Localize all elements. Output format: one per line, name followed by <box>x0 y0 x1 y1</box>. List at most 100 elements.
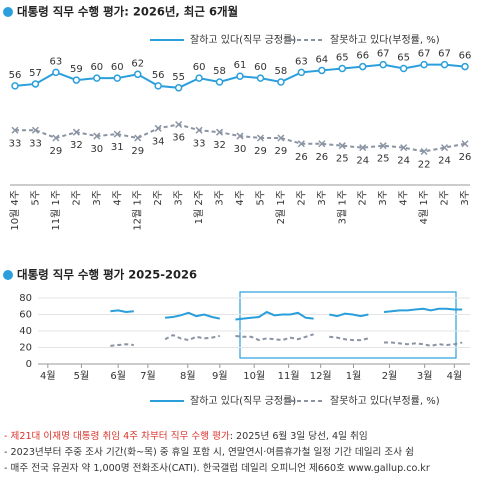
legend-label: 잘하고 있다(직무 긍정률) <box>190 33 296 46</box>
data-label: 62 <box>131 58 144 69</box>
x-tick-label: 1월 <box>346 370 362 382</box>
data-label: 24 <box>438 156 451 167</box>
data-label: 66 <box>356 51 369 62</box>
x-tick-label: 2주 <box>440 190 451 206</box>
point <box>215 78 224 86</box>
x-tick-label: 5주 <box>30 190 41 206</box>
point <box>461 140 469 148</box>
point <box>461 62 469 71</box>
data-label: 25 <box>377 154 390 165</box>
point <box>93 74 101 82</box>
point <box>318 140 326 148</box>
point <box>134 134 142 142</box>
legend-label: 잘못하고 있다(부정률, %) <box>330 394 440 407</box>
data-label: 32 <box>213 140 226 151</box>
note-red: - 제21대 이재명 대통령 취임 4주 차부터 직무 수행 평가 <box>4 430 230 442</box>
x-tick-label: 4월 1주 <box>418 190 430 224</box>
x-tick-label: 1월 2주 <box>193 190 205 224</box>
x-tick-label: 2주 <box>71 190 82 206</box>
point <box>93 132 101 140</box>
x-tick-label: 3주 <box>460 190 471 206</box>
data-label: 67 <box>438 49 451 60</box>
point <box>420 60 428 69</box>
title-bullet <box>3 7 13 17</box>
data-label: 32 <box>70 140 83 151</box>
y-tick-label: 20 <box>19 343 32 354</box>
point <box>400 144 408 152</box>
x-tick-label: 3주 <box>378 190 389 206</box>
data-label: 58 <box>213 66 226 77</box>
x-tick-label: 11월 1주 <box>50 190 62 231</box>
data-label: 30 <box>234 144 247 155</box>
point <box>297 140 305 148</box>
data-label: 29 <box>50 146 63 157</box>
point <box>399 64 408 73</box>
series-line <box>110 333 463 347</box>
series-line <box>110 307 463 321</box>
x-tick-label: 2월 <box>382 370 398 382</box>
note-rest: : 2025년 6월 3일 당선, 4일 취임 <box>230 430 368 442</box>
data-label: 33 <box>193 138 206 149</box>
x-tick-label: 4주 <box>112 190 123 206</box>
point <box>338 64 347 73</box>
data-label: 60 <box>254 62 267 73</box>
data-label: 29 <box>254 146 267 157</box>
point <box>195 126 203 134</box>
data-label: 63 <box>50 56 63 67</box>
data-label: 26 <box>315 152 328 163</box>
highlight-box <box>239 291 457 359</box>
y-tick-label: 80 <box>19 293 32 304</box>
x-tick-label: 12월 1주 <box>132 190 144 231</box>
title-bullet <box>3 270 13 280</box>
point <box>277 78 285 86</box>
data-label: 66 <box>459 51 472 62</box>
x-tick-label: 5월 <box>74 370 90 382</box>
data-label: 33 <box>9 138 22 149</box>
note: - 2023년부터 주중 조사 기간(화~목) 중 휴일 포함 시, 연말연시·… <box>4 446 414 458</box>
x-tick-label: 2주 <box>296 190 307 206</box>
x-tick-label: 3월 1주 <box>336 190 348 224</box>
point <box>11 82 19 90</box>
data-label: 56 <box>152 70 165 81</box>
point <box>52 68 60 77</box>
legend-label: 잘못하고 있다(부정률, %) <box>330 33 440 46</box>
point <box>31 80 40 88</box>
data-label: 64 <box>315 54 328 65</box>
point <box>31 126 39 134</box>
chart-title: 대통령 직무 수행 평가: 2026년, 최근 6개월 <box>17 5 238 19</box>
data-label: 55 <box>172 72 185 83</box>
point <box>420 147 428 156</box>
point <box>174 84 183 92</box>
point <box>338 142 346 150</box>
x-tick-label: 4월 <box>40 370 56 382</box>
data-label: 59 <box>70 64 83 75</box>
data-label: 63 <box>295 56 308 67</box>
data-label: 25 <box>336 154 349 165</box>
point <box>318 66 326 75</box>
data-label: 60 <box>90 62 103 73</box>
x-tick-label: 5주 <box>255 190 266 206</box>
x-tick-label: 6월 <box>110 370 126 382</box>
chart-title: 대통령 직무 수행 평가 2025-2026 <box>17 268 197 282</box>
data-label: 65 <box>336 53 349 64</box>
data-label: 67 <box>418 49 431 60</box>
data-label: 22 <box>418 159 431 170</box>
data-label: 29 <box>275 146 288 157</box>
point <box>379 142 387 150</box>
x-tick-label: 3주 <box>92 190 103 206</box>
x-tick-label: 9월 <box>212 370 228 382</box>
point <box>154 124 162 132</box>
data-label: 56 <box>9 70 22 81</box>
data-label: 58 <box>275 66 288 77</box>
data-label: 26 <box>459 152 472 163</box>
x-tick-label: 3주 <box>174 190 185 206</box>
x-tick-label: 4월 <box>447 370 463 382</box>
data-label: 24 <box>356 156 369 167</box>
x-tick-label: 2주 <box>358 190 369 206</box>
point <box>236 132 244 140</box>
data-label: 30 <box>90 144 103 155</box>
data-label: 33 <box>29 138 42 149</box>
x-tick-label: 4주 <box>399 190 410 206</box>
point <box>216 128 224 136</box>
